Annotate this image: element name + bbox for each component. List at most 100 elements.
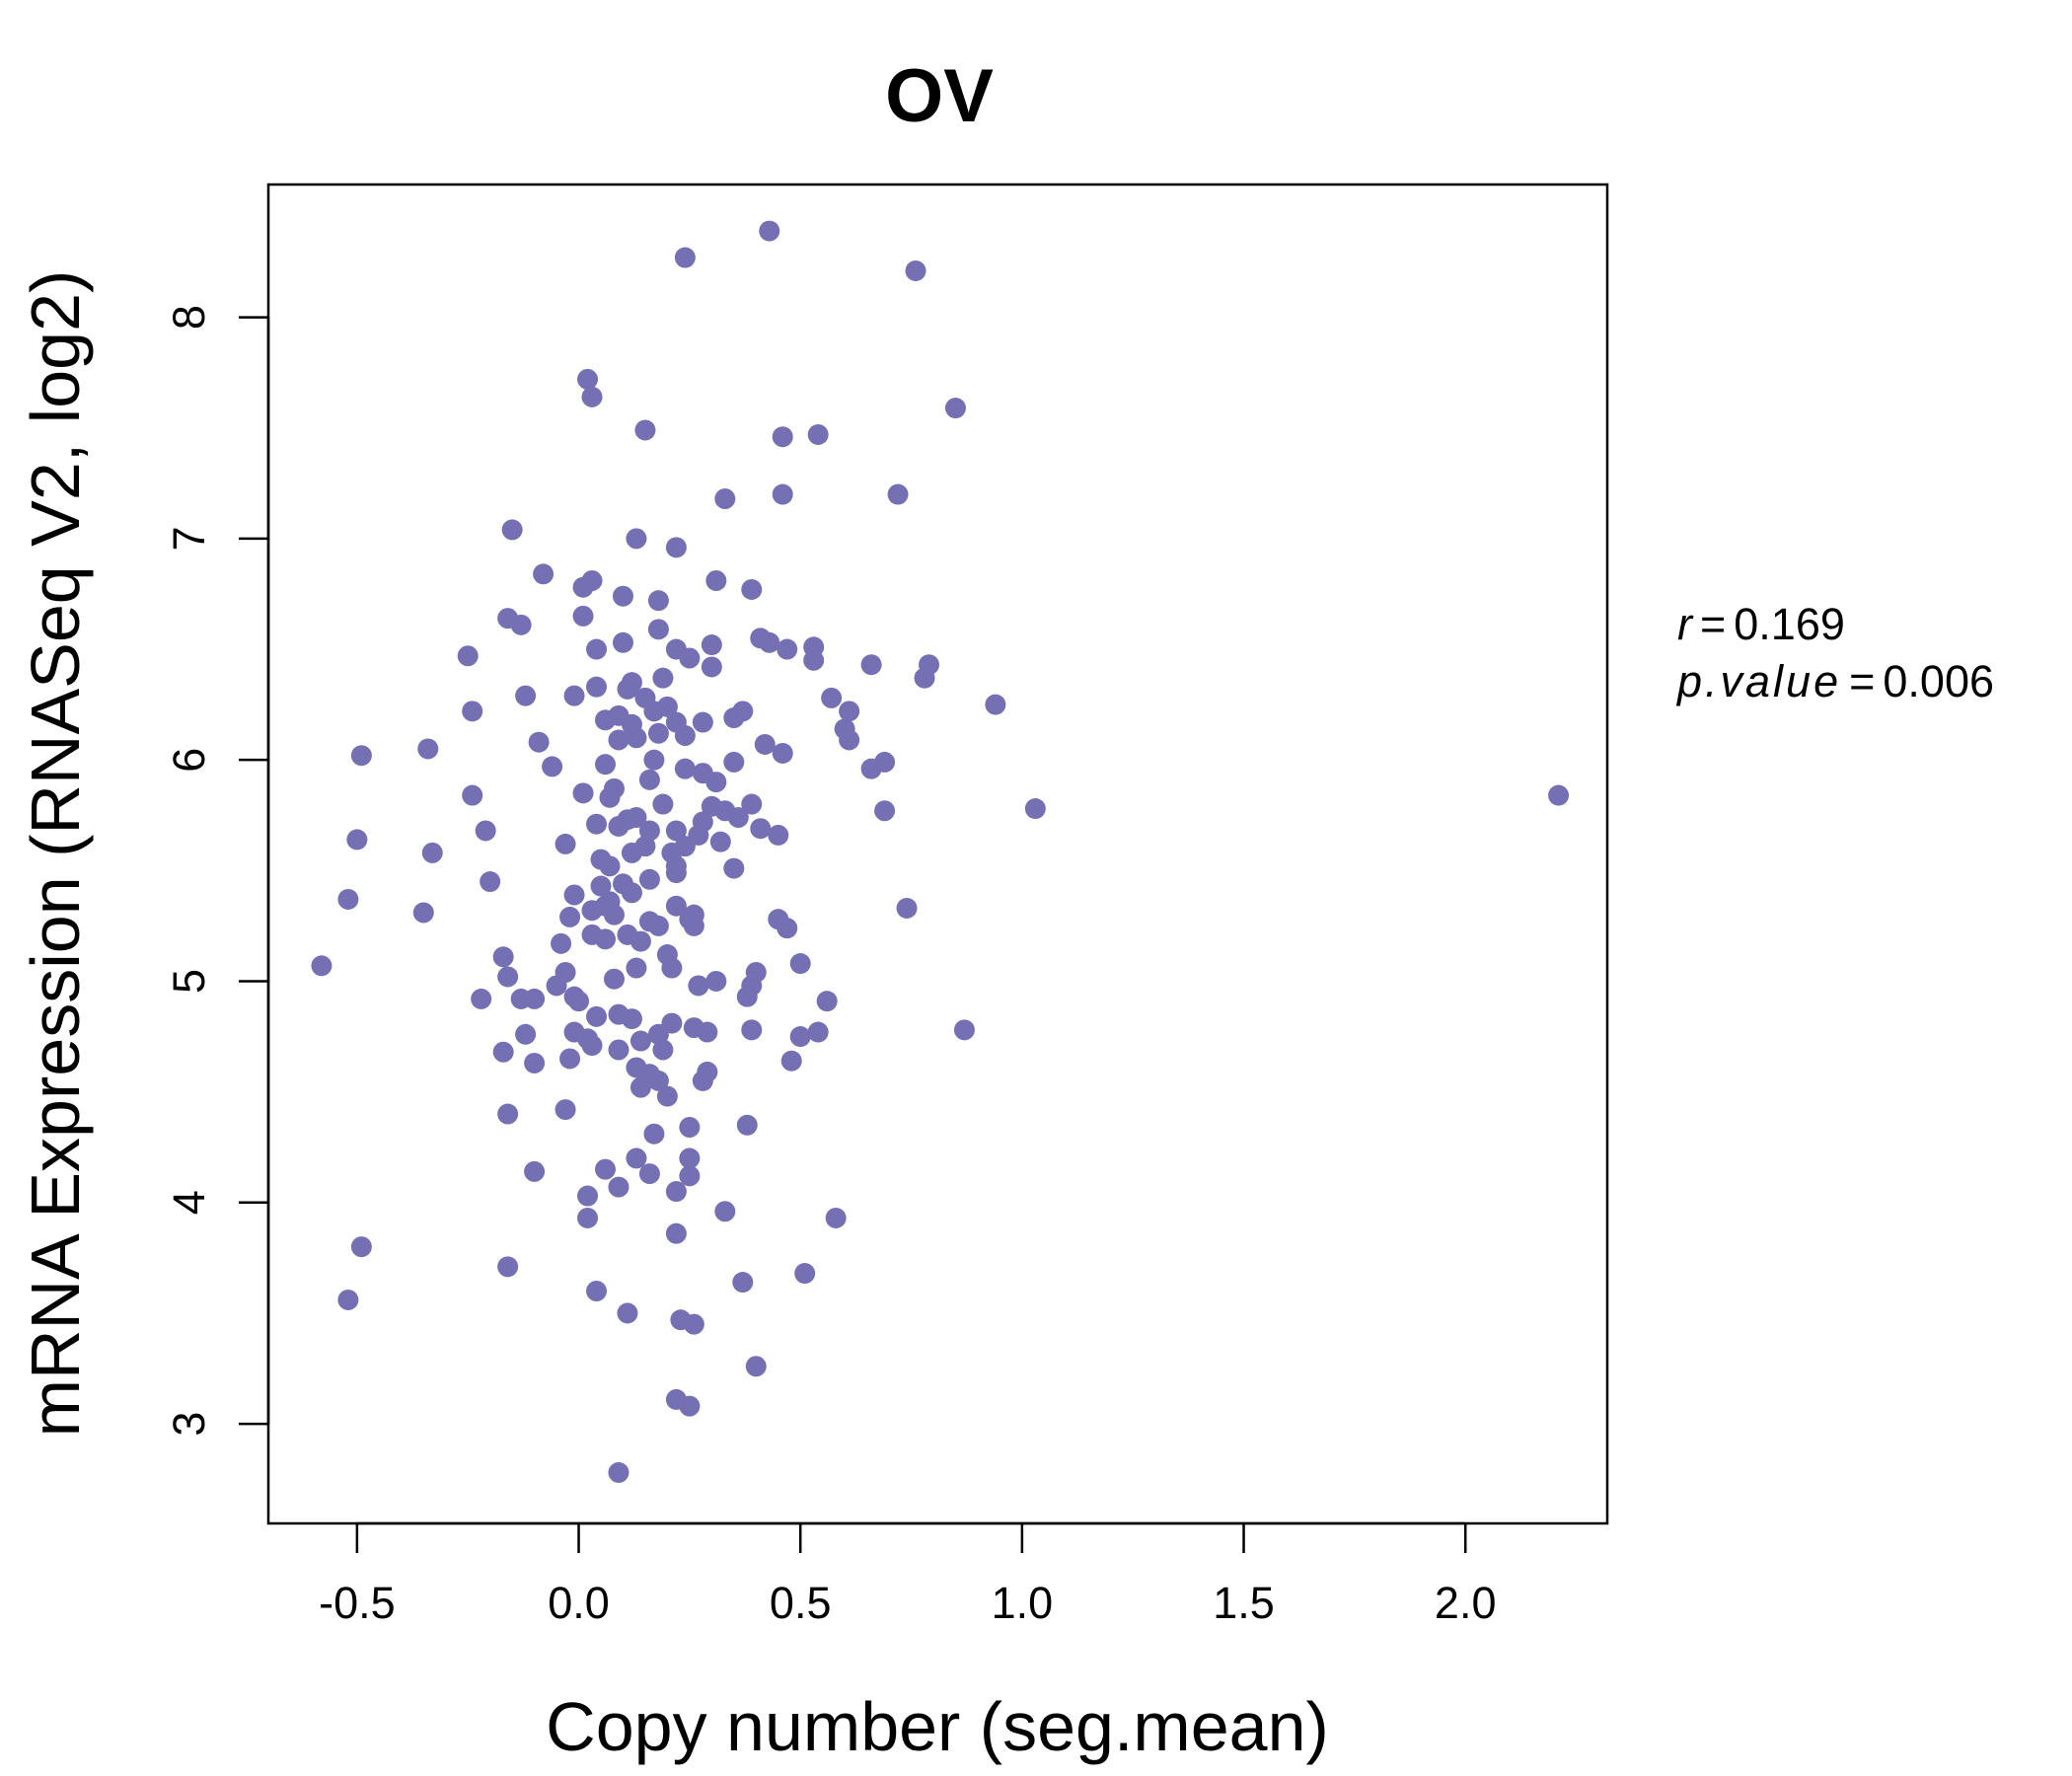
data-point (723, 751, 745, 773)
y-tick-label: 7 (164, 526, 214, 551)
data-point (692, 811, 713, 833)
data-point (617, 1302, 638, 1324)
data-point (723, 857, 745, 879)
data-point (594, 928, 616, 950)
data-point (577, 1207, 599, 1228)
data-point (777, 918, 798, 939)
x-axis-label: Copy number (seg.mean) (546, 1688, 1329, 1765)
data-point (542, 756, 563, 777)
data-point (626, 528, 647, 550)
data-point (652, 667, 674, 689)
data-point (714, 488, 736, 510)
data-point (515, 685, 537, 706)
data-point (679, 1147, 701, 1169)
data-point (727, 806, 749, 828)
data-point (497, 966, 519, 988)
data-point (750, 818, 772, 840)
data-point (732, 1272, 754, 1294)
data-point (1548, 784, 1570, 806)
data-point (608, 1176, 629, 1198)
data-point (647, 619, 669, 640)
data-point (887, 483, 909, 505)
data-point (501, 519, 523, 541)
data-point (533, 563, 555, 585)
data-point (772, 483, 793, 505)
data-point (497, 1256, 519, 1278)
data-point (621, 672, 642, 694)
data-point (626, 957, 647, 979)
data-point (603, 968, 625, 990)
y-tick-label: 4 (164, 1190, 214, 1215)
data-point (914, 667, 935, 689)
data-point (701, 634, 722, 656)
data-point (1024, 798, 1046, 820)
x-tick-label: 1.0 (992, 1578, 1054, 1628)
data-point (652, 1039, 674, 1061)
data-point (874, 800, 896, 822)
data-point (665, 1222, 687, 1244)
data-point (839, 701, 860, 722)
data-point (568, 991, 590, 1012)
data-point (789, 953, 811, 975)
data-point (736, 1114, 758, 1136)
data-point (789, 1026, 811, 1048)
data-point (741, 793, 763, 815)
data-point (492, 946, 514, 968)
y-tick-label: 8 (164, 305, 214, 330)
r-stat: r = 0.169 (1677, 599, 1845, 649)
data-point (608, 1039, 629, 1061)
data-point (679, 1117, 701, 1139)
data-point (608, 729, 629, 751)
data-point (546, 975, 567, 997)
data-point (705, 970, 727, 992)
data-point (638, 769, 660, 790)
data-point (647, 1070, 669, 1091)
data-point (647, 915, 669, 936)
data-point (475, 820, 496, 842)
data-point (563, 685, 585, 706)
data-point (839, 729, 860, 751)
data-point (528, 731, 550, 753)
data-point (665, 820, 687, 842)
data-point (621, 1008, 642, 1030)
data-point (621, 882, 642, 904)
data-point (515, 1023, 537, 1045)
data-point (732, 701, 754, 722)
data-point (665, 862, 687, 884)
data-point (661, 957, 683, 979)
data-point (647, 590, 669, 612)
data-point (807, 1021, 829, 1043)
data-point (683, 1313, 704, 1335)
data-point (524, 1052, 546, 1073)
data-point (599, 855, 621, 877)
data-point (603, 777, 625, 799)
data-point (551, 932, 572, 954)
r-label: r (1677, 599, 1694, 649)
data-point (457, 645, 479, 667)
data-point (337, 888, 359, 910)
data-point (665, 1181, 687, 1203)
data-point (768, 824, 789, 846)
data-point (745, 1356, 767, 1377)
data-point (953, 1019, 975, 1041)
data-point (772, 426, 793, 448)
data-point (612, 631, 633, 653)
data-point (462, 784, 483, 806)
data-point (559, 1048, 581, 1070)
x-tick-label: 0.0 (548, 1578, 610, 1628)
data-point (736, 986, 758, 1007)
data-point (665, 895, 687, 917)
data-point (674, 836, 696, 857)
data-point (638, 868, 660, 890)
r-value: 0.169 (1734, 599, 1845, 649)
data-point (417, 738, 439, 760)
data-point (581, 569, 603, 591)
p-stat: p.value = 0.006 (1675, 656, 1994, 706)
data-point (608, 1461, 629, 1483)
data-point (412, 902, 434, 924)
data-point (311, 955, 333, 977)
data-point (471, 988, 492, 1009)
data-point (674, 725, 696, 747)
data-point (581, 386, 603, 407)
data-point (563, 884, 585, 906)
